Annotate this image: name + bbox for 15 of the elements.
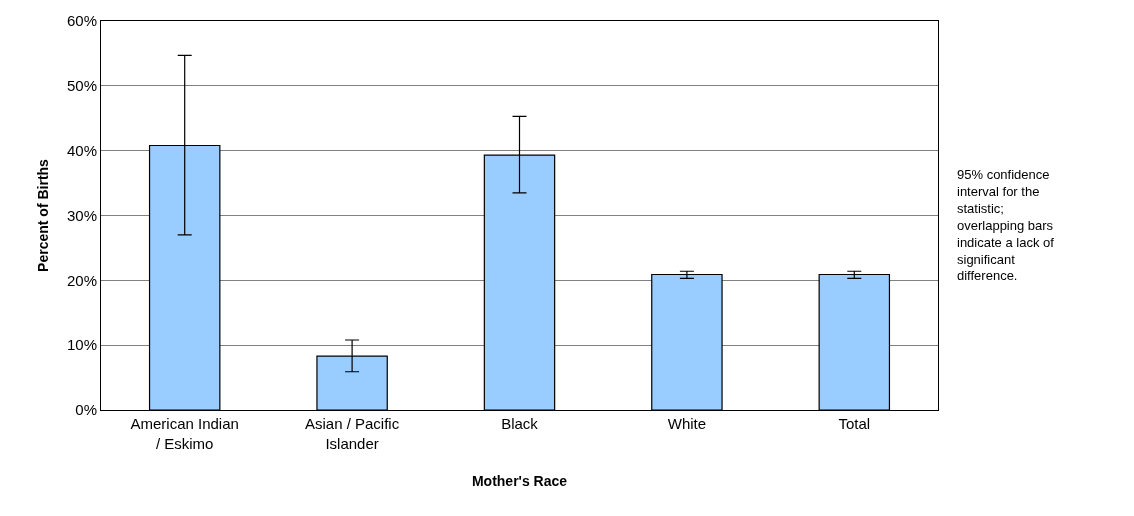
y-tick-label: 10%	[66, 336, 97, 354]
y-tick-label: 40%	[66, 141, 97, 159]
y-tick-label: 50%	[66, 77, 97, 95]
y-tick-label: 0%	[75, 401, 97, 419]
x-tick-label: Asian / Pacific Islander	[304, 415, 400, 452]
y-axis-title: Percent of Births	[34, 158, 51, 272]
text: 95% confidence interval for the statistic; overlapping bars indicate a lack of significant difference.	[957, 167, 1055, 284]
x-tick-label: Total	[838, 415, 871, 432]
y-tick-label: 30%	[66, 206, 97, 224]
x-tick-label: American Indian / Eskimo	[130, 415, 239, 452]
x-tick-label: White	[667, 415, 707, 432]
y-tick-label: 60%	[66, 12, 97, 30]
x-tick-label: Black	[501, 415, 539, 432]
y-tick-label: 20%	[66, 271, 97, 289]
x-axis-title: Mother's Race	[471, 472, 568, 489]
